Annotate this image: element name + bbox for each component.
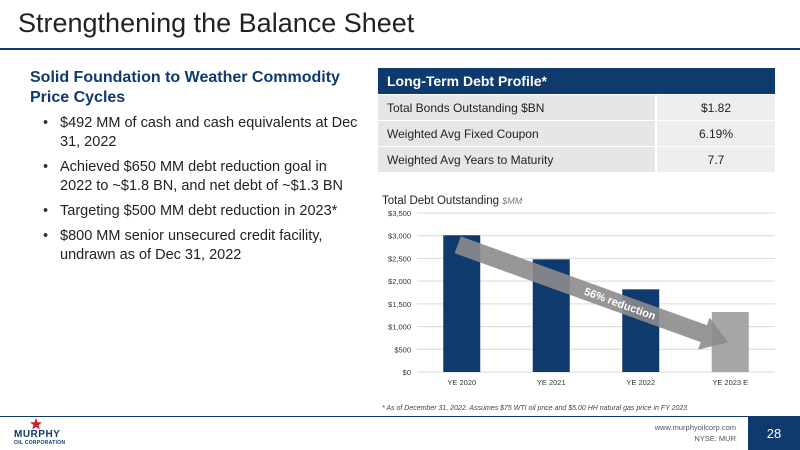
debt-table-header: Long-Term Debt Profile* bbox=[378, 68, 775, 94]
arrow-shape bbox=[454, 236, 729, 350]
chart-title-text: Total Debt Outstanding bbox=[382, 195, 499, 207]
page-number: 28 bbox=[748, 417, 800, 450]
left-panel: Solid Foundation to Weather Commodity Pr… bbox=[30, 68, 360, 271]
bullet-item: $492 MM of cash and cash equivalents at … bbox=[30, 114, 360, 152]
left-heading: Solid Foundation to Weather Commodity Pr… bbox=[30, 69, 340, 106]
ticker-text: NYSE: MUR bbox=[694, 434, 736, 443]
logo-star-icon bbox=[30, 418, 42, 430]
y-tick-label: $1,000 bbox=[388, 323, 411, 332]
row-value: 7.7 bbox=[657, 147, 775, 172]
debt-profile-table: Long-Term Debt Profile* Total Bonds Outs… bbox=[378, 68, 775, 172]
chart-title-unit: $MM bbox=[502, 196, 523, 206]
y-tick-label: $2,500 bbox=[388, 254, 411, 263]
title-divider bbox=[0, 48, 800, 50]
footer-divider bbox=[0, 416, 800, 417]
debt-bar-chart: $0 $500 $1,000 $1,500 $2,000 $2,500 $3,000 $3,5… bbox=[388, 209, 775, 387]
website-link[interactable]: www.murphyoilcorp.com bbox=[654, 423, 736, 432]
x-tick-label: YE 2023 E bbox=[712, 378, 748, 387]
debt-table-row: Weighted Avg Years to Maturity 7.7 bbox=[378, 147, 775, 172]
y-tick-label: $2,000 bbox=[388, 277, 411, 286]
footer-info: www.murphyoilcorp.com NYSE: MUR bbox=[655, 422, 736, 444]
bullet-item: Achieved $650 MM debt reduction goal in … bbox=[30, 158, 360, 196]
row-label: Total Bonds Outstanding $BN bbox=[378, 95, 655, 120]
y-tick-label: $500 bbox=[394, 345, 411, 354]
y-tick-label: $0 bbox=[403, 368, 411, 377]
x-tick-label: YE 2021 bbox=[537, 378, 566, 387]
y-tick-label: $1,500 bbox=[388, 300, 411, 309]
logo-subtitle: OIL CORPORATION bbox=[14, 440, 66, 446]
bullet-item: $800 MM senior unsecured credit facility… bbox=[30, 227, 360, 265]
chart-title: Total Debt Outstanding $MM bbox=[382, 195, 522, 207]
row-label: Weighted Avg Fixed Coupon bbox=[378, 121, 655, 146]
debt-table-row: Total Bonds Outstanding $BN $1.82 bbox=[378, 95, 775, 120]
row-label: Weighted Avg Years to Maturity bbox=[378, 147, 655, 172]
debt-table-row: Weighted Avg Fixed Coupon 6.19% bbox=[378, 121, 775, 146]
reduction-arrow: 56% reduction bbox=[454, 236, 729, 350]
bullet-item: Targeting $500 MM debt reduction in 2023… bbox=[30, 202, 360, 221]
slide-title: Strengthening the Balance Sheet bbox=[18, 8, 415, 38]
y-tick-label: $3,500 bbox=[388, 209, 411, 218]
x-tick-label: YE 2020 bbox=[447, 378, 476, 387]
x-tick-label: YE 2022 bbox=[626, 378, 655, 387]
row-value: 6.19% bbox=[657, 121, 775, 146]
bullet-list: $492 MM of cash and cash equivalents at … bbox=[30, 114, 360, 265]
row-value: $1.82 bbox=[657, 95, 775, 120]
logo-wordmark: MURPHY bbox=[14, 429, 61, 440]
company-logo: MURPHY OIL CORPORATION bbox=[14, 418, 84, 446]
y-tick-label: $3,000 bbox=[388, 232, 411, 241]
footnote: * As of December 31, 2022. Assumes $75 W… bbox=[382, 405, 688, 412]
